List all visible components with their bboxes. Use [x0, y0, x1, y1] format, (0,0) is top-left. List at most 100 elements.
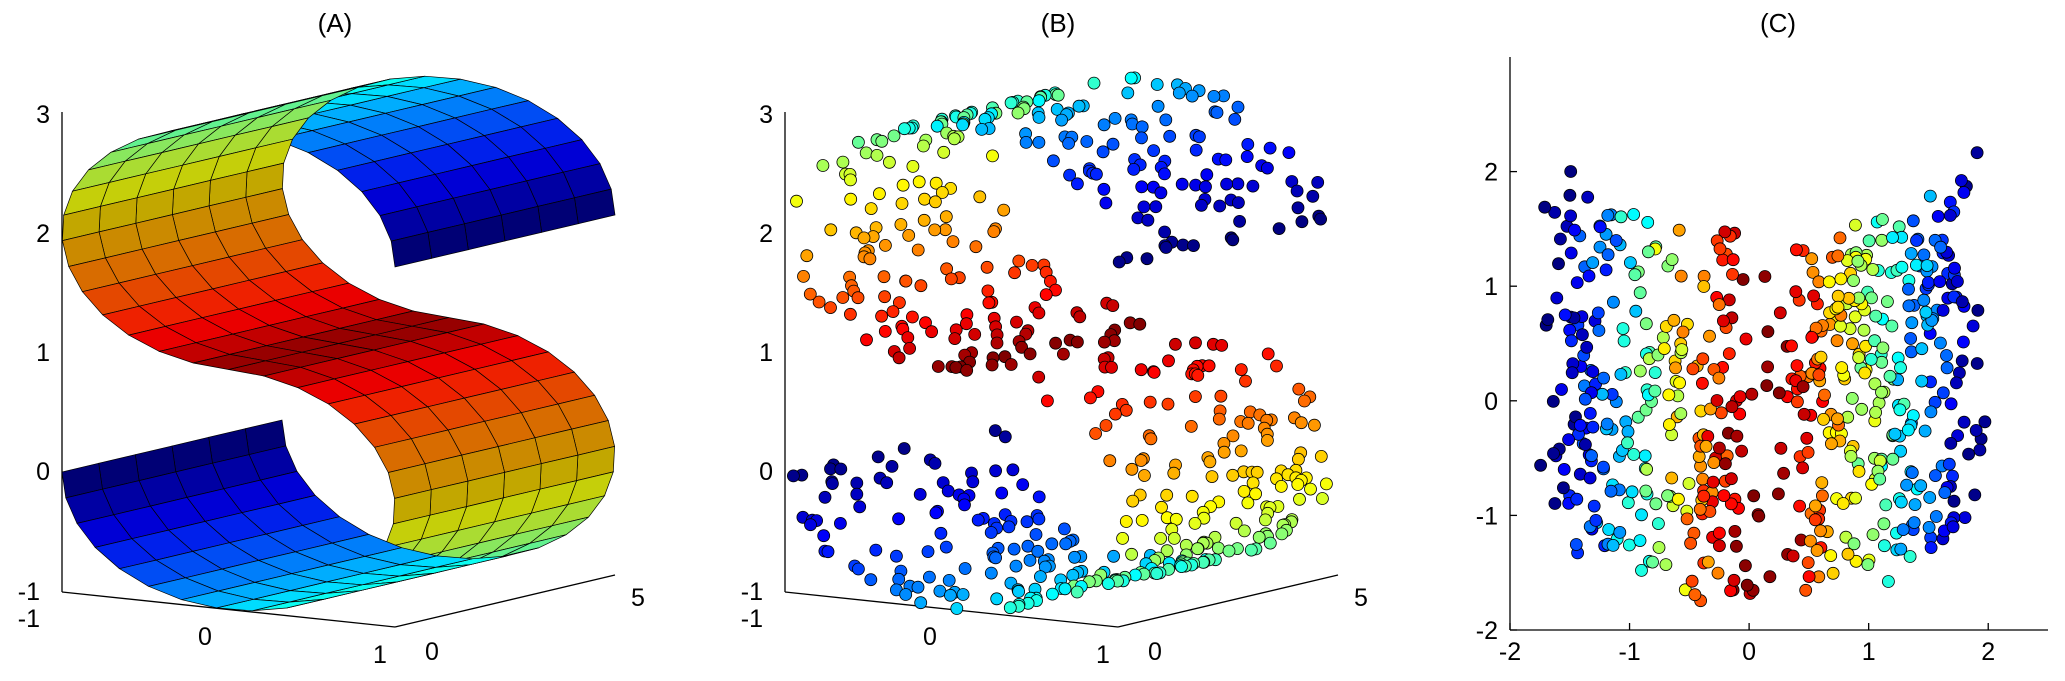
scatter-point: [1229, 516, 1243, 530]
scatter-point: [1857, 323, 1871, 337]
scatter-point: [1292, 382, 1306, 396]
scatter-point: [1160, 488, 1174, 502]
scatter-point: [1849, 218, 1862, 232]
scatter-point: [1096, 145, 1110, 159]
scatter-point: [1933, 275, 1947, 289]
scatter-point: [1058, 522, 1071, 536]
scatter-point: [1238, 524, 1251, 538]
scatter-point: [1717, 314, 1730, 328]
panel-b-y-tick-5: 5: [1354, 584, 1368, 612]
scatter-point: [1547, 447, 1560, 460]
panel-c-axes: [1509, 57, 2048, 631]
scatter-point: [906, 310, 919, 324]
scatter-point: [836, 155, 850, 169]
scatter-point: [948, 332, 962, 346]
scatter-point: [1617, 334, 1631, 348]
scatter-point: [1934, 240, 1947, 254]
scatter-point: [1822, 275, 1836, 289]
scatter-point: [1869, 309, 1883, 323]
scatter-point: [1259, 513, 1272, 527]
scatter-point: [1597, 460, 1610, 474]
scatter-point: [869, 543, 883, 557]
panel-c-x-tick-label: -2: [1499, 638, 1521, 666]
scatter-point: [1099, 196, 1113, 210]
panel-b-points: [787, 71, 1333, 615]
scatter-point: [1950, 376, 1963, 390]
scatter-point: [1831, 300, 1845, 314]
scatter-point: [1314, 212, 1327, 226]
scatter-point: [1739, 332, 1753, 346]
scatter-point: [1905, 316, 1919, 330]
scatter-point: [1558, 308, 1572, 322]
scatter-point: [1002, 520, 1016, 534]
scatter-point: [1825, 437, 1838, 451]
scatter-point: [1704, 402, 1717, 416]
scatter-point: [1914, 479, 1928, 493]
scatter-point: [1550, 291, 1564, 305]
scatter-point: [1105, 360, 1118, 374]
scatter-point: [1895, 260, 1909, 274]
scatter-point: [1134, 363, 1148, 377]
panel-c: (C) -2-2 -1 -1 0 0 1 1 2 2: [1476, 8, 2048, 666]
scatter-point: [1910, 234, 1923, 247]
scatter-point: [1546, 394, 1560, 408]
scatter-point: [906, 159, 920, 173]
scatter-point: [1621, 425, 1635, 439]
scatter-point: [1900, 478, 1913, 492]
scatter-point: [1534, 458, 1547, 472]
scatter-point: [968, 327, 982, 341]
scatter-point: [817, 529, 831, 543]
scatter-point: [1810, 544, 1824, 557]
scatter-point: [1128, 568, 1142, 582]
scatter-point: [818, 490, 832, 504]
scatter-point: [1713, 242, 1727, 256]
scatter-point: [1883, 369, 1897, 383]
scatter-point: [1652, 541, 1666, 554]
scatter-point: [1226, 429, 1240, 443]
scatter-point: [1034, 570, 1047, 583]
scatter-point: [939, 223, 952, 237]
scatter-point: [1109, 407, 1122, 421]
scatter-point: [1246, 179, 1260, 193]
scatter-point: [1125, 547, 1138, 561]
scatter-point: [1878, 539, 1891, 553]
scatter-point: [1894, 495, 1908, 509]
scatter-point: [1167, 532, 1181, 545]
scatter-point: [1639, 317, 1653, 331]
scatter-point: [1917, 248, 1931, 262]
scatter-point: [864, 573, 878, 587]
scatter-point: [1625, 485, 1639, 499]
scatter-point: [1606, 539, 1620, 552]
scatter-point: [1639, 484, 1653, 498]
scatter-point: [1051, 88, 1065, 102]
scatter-point: [1597, 371, 1610, 385]
scatter-point: [1555, 383, 1568, 396]
scatter-point: [1805, 330, 1819, 344]
scatter-point: [1685, 574, 1699, 588]
scatter-point: [946, 235, 960, 249]
scatter-point: [1929, 469, 1942, 483]
scatter-point: [1633, 534, 1647, 547]
scatter-point: [1800, 431, 1814, 445]
scatter-point: [1847, 274, 1860, 288]
panel-c-y-tick-label: -2: [1476, 617, 1498, 645]
scatter-point: [1601, 208, 1615, 222]
scatter-point: [1957, 335, 1970, 349]
scatter-point: [1135, 120, 1149, 134]
scatter-point: [973, 190, 987, 204]
scatter-point: [1012, 254, 1026, 268]
scatter-point: [1876, 341, 1890, 355]
scatter-point: [1175, 560, 1188, 573]
scatter-point: [1735, 444, 1748, 458]
scatter-point: [1200, 168, 1214, 182]
scatter-point: [1966, 319, 1980, 333]
scatter-point: [1032, 490, 1046, 504]
scatter-point: [1786, 549, 1800, 563]
scatter-point: [1274, 479, 1288, 493]
scatter-point: [914, 596, 928, 610]
scatter-point: [1231, 177, 1245, 191]
scatter-point: [1831, 249, 1845, 263]
scatter-point: [1212, 541, 1225, 555]
scatter-point: [1640, 462, 1653, 476]
scatter-point: [919, 316, 932, 330]
